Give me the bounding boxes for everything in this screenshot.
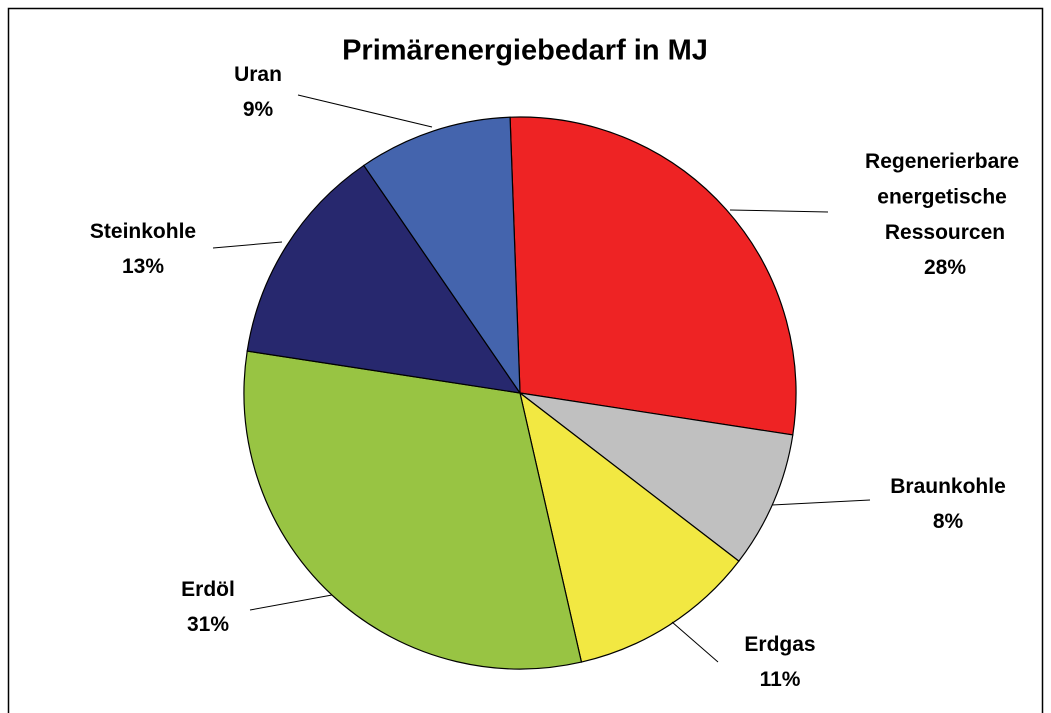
slice-value-label: 28% bbox=[924, 256, 966, 279]
pie-slice bbox=[362, 116, 521, 396]
leader-line bbox=[212, 241, 283, 249]
slice-label: Regenerierbare energetische Ressourcen bbox=[865, 150, 1025, 244]
leader-line bbox=[297, 94, 433, 128]
slice-label: Braunkohle bbox=[890, 475, 1006, 498]
slice-value-label: 31% bbox=[187, 613, 229, 636]
leader-line bbox=[249, 594, 333, 611]
slice-value-label: 9% bbox=[243, 98, 274, 121]
pie-slice bbox=[509, 116, 797, 436]
slice-value-label: 11% bbox=[760, 668, 801, 691]
pie-slice bbox=[519, 392, 794, 563]
slice-value-label: 13% bbox=[122, 255, 164, 278]
leader-line bbox=[771, 499, 871, 506]
slice-label: Steinkohle bbox=[90, 220, 196, 243]
leader-line bbox=[671, 621, 719, 663]
pie-slice bbox=[519, 391, 740, 663]
slice-label: Erdöl bbox=[181, 578, 235, 601]
slice-label: Uran bbox=[234, 63, 282, 86]
pie-slice bbox=[246, 164, 522, 394]
pie-slice bbox=[243, 350, 583, 670]
slice-value-label: 8% bbox=[933, 510, 964, 533]
leader-line bbox=[729, 209, 829, 213]
slice-label: Erdgas bbox=[744, 633, 815, 656]
chart-title: Primärenergiebedarf in MJ bbox=[342, 35, 708, 67]
